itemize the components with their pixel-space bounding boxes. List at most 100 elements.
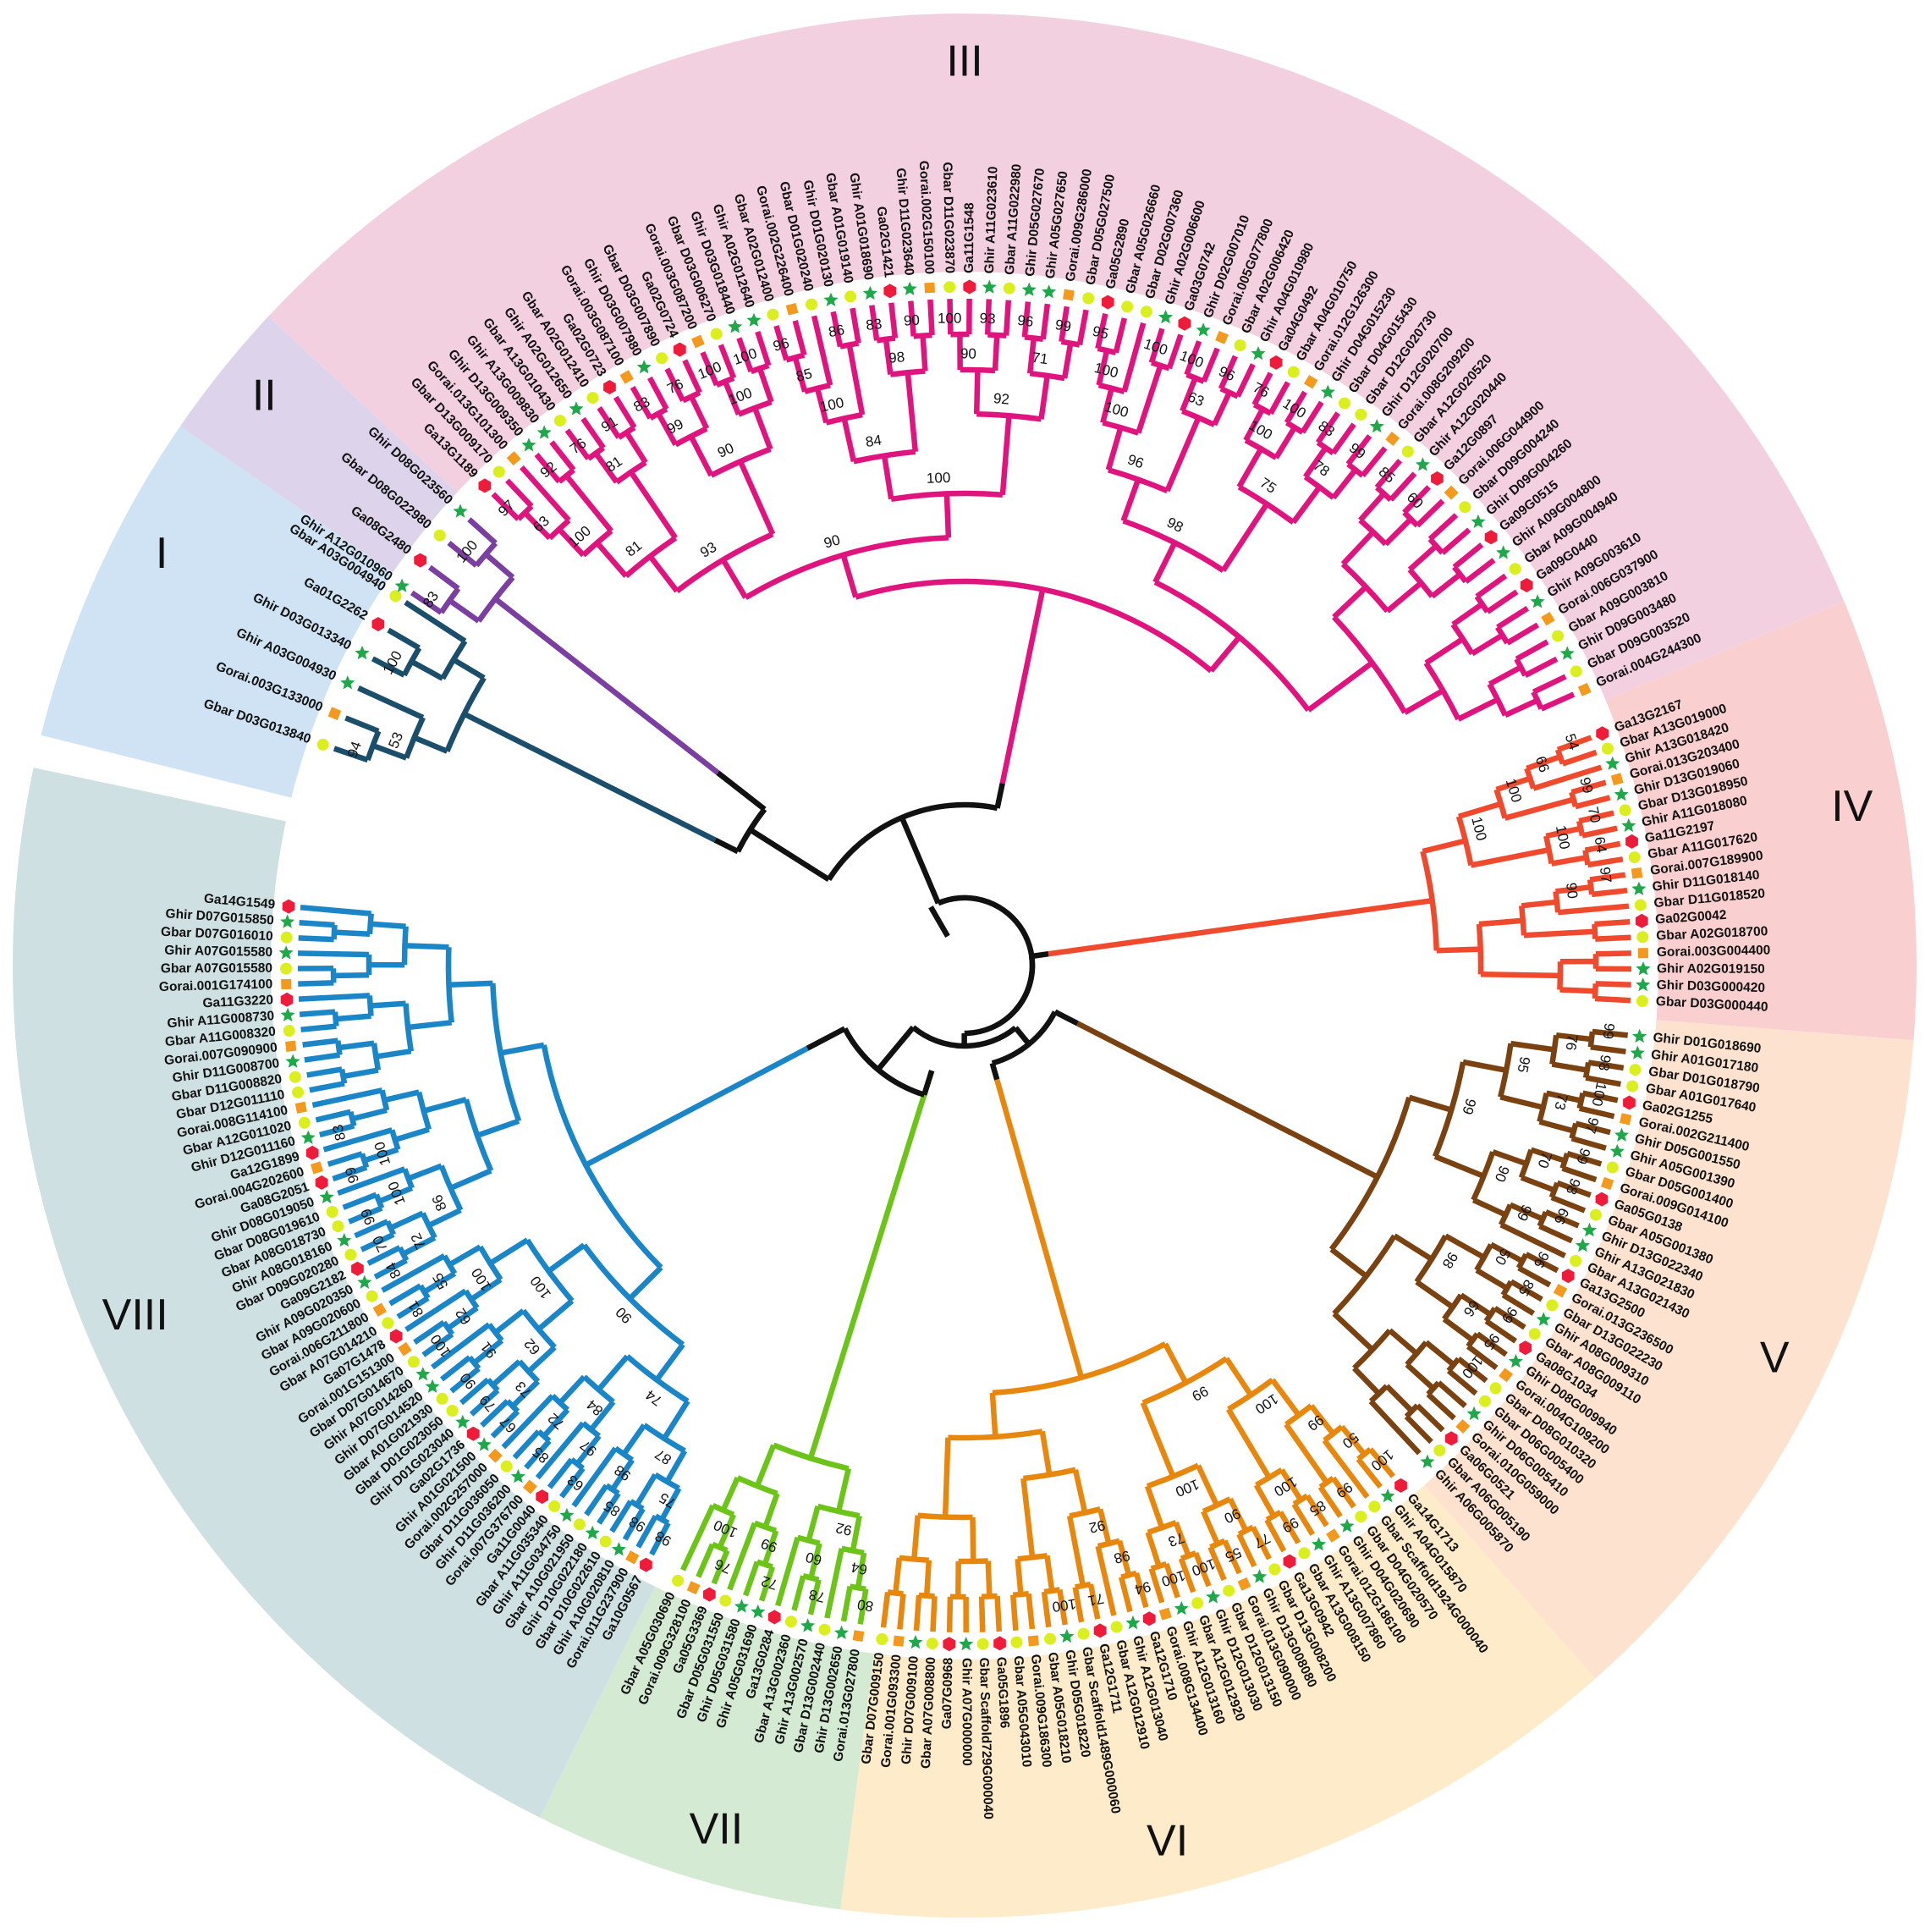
branch-VI	[1305, 1494, 1329, 1527]
bootstrap-value: 78	[807, 1586, 827, 1605]
branch-III	[1290, 485, 1323, 525]
branch-VI	[1291, 1502, 1315, 1536]
branch-I	[410, 658, 444, 681]
branch-VI	[985, 1560, 993, 1597]
branch-arc-V	[1405, 1340, 1428, 1367]
ghir-marker-icon	[1609, 1143, 1625, 1158]
gbar-marker-icon	[446, 1405, 459, 1417]
branch-I	[452, 657, 486, 680]
bootstrap-value: 100	[927, 470, 951, 487]
leaf-label: Ga02G0042	[1655, 908, 1727, 927]
branch-VI	[1264, 1518, 1287, 1553]
branch-VIII	[488, 1237, 530, 1266]
ghir-marker-icon	[1021, 282, 1037, 296]
leaf-label: Ga07G0968	[940, 1657, 956, 1729]
branch-arc-III	[1452, 565, 1468, 584]
branch-III	[1076, 309, 1089, 346]
branch-VIII	[621, 1423, 646, 1456]
branch-VI	[1250, 1526, 1272, 1560]
branch-arc-VI	[1043, 1587, 1060, 1595]
gorai-marker-icon	[691, 334, 705, 349]
ghir-marker-icon	[902, 281, 917, 295]
ghir-marker-icon	[521, 438, 536, 452]
branch-IV	[1545, 825, 1581, 839]
branch-VI	[1009, 1594, 1019, 1631]
gorai-marker-icon	[1215, 330, 1229, 344]
branch-VIII	[510, 1379, 541, 1409]
branch-arc-VI	[958, 1558, 988, 1565]
branch-VIII	[388, 1283, 422, 1307]
branch-VIII	[327, 1151, 363, 1167]
gbar-marker-icon	[292, 1086, 305, 1098]
gbar-marker-icon	[1368, 1500, 1381, 1513]
ghir-marker-icon	[908, 1634, 923, 1649]
branch-arc-III	[1303, 474, 1335, 500]
branch-III	[1415, 498, 1445, 528]
gbar-marker-icon	[1552, 630, 1565, 642]
branch-arc-VI	[917, 1512, 973, 1521]
gbar-marker-icon	[1433, 1444, 1446, 1456]
branch-II	[467, 517, 498, 546]
branch-III	[1403, 688, 1444, 715]
branch-VI	[970, 1516, 976, 1561]
branch-III	[1360, 446, 1388, 478]
branch-V	[1566, 1150, 1603, 1167]
branch-VIII	[354, 1219, 389, 1239]
branch-VIII	[635, 1514, 658, 1549]
branch-I	[413, 735, 448, 754]
branch-V	[1476, 1331, 1508, 1357]
ga-marker-icon	[1595, 1192, 1609, 1207]
branch-III	[1096, 350, 1110, 386]
tree-branches	[297, 298, 1632, 1633]
branch-VIII	[493, 1308, 525, 1335]
bootstrap-value: 94	[1133, 1578, 1152, 1598]
branch-III	[888, 302, 899, 339]
branch-III	[549, 440, 576, 472]
branch-IV	[1570, 779, 1607, 795]
branch-IV	[1594, 995, 1631, 1004]
branch-III	[1268, 381, 1290, 416]
branch-III	[1040, 303, 1051, 340]
branch-VII	[806, 1505, 821, 1542]
ghir-marker-icon	[734, 1599, 749, 1613]
gbar-marker-icon	[599, 1535, 612, 1548]
ghir-marker-icon	[1508, 1353, 1523, 1368]
gorai-marker-icon	[294, 1101, 307, 1114]
ghir-marker-icon	[476, 1437, 492, 1451]
branch-VIII	[480, 1399, 510, 1428]
ga-marker-icon	[1269, 355, 1283, 370]
branch-III	[881, 454, 894, 500]
gbar-marker-icon	[1570, 665, 1582, 678]
gorai-marker-icon	[398, 1341, 412, 1357]
ghir-marker-icon	[536, 425, 552, 439]
branch-III	[1540, 691, 1576, 712]
stem-I	[463, 711, 717, 843]
ghir-marker-icon	[455, 1414, 470, 1428]
gorai-marker-icon	[1385, 432, 1400, 446]
branch-III	[1113, 317, 1127, 354]
branch-VIII	[309, 1081, 345, 1093]
bootstrap-value: 99	[1600, 1022, 1618, 1040]
branch-IV	[1589, 872, 1626, 883]
leaf-label: Ghir D03G000420	[1656, 978, 1765, 996]
gorai-marker-icon	[1499, 1368, 1514, 1383]
ghir-marker-icon	[1125, 1615, 1141, 1630]
branch-IV	[1551, 855, 1587, 867]
gbar-marker-icon	[280, 931, 293, 944]
ghir-marker-icon	[453, 504, 468, 518]
branch-arc-III	[1346, 461, 1365, 478]
branch-V	[1525, 1252, 1559, 1274]
branch-III	[1059, 305, 1070, 343]
group-label-V: V	[1760, 1334, 1790, 1383]
ghir-marker-icon	[1252, 1569, 1268, 1583]
branch-III	[1440, 527, 1471, 555]
branch-VI	[1193, 1552, 1212, 1588]
ga-marker-icon	[1394, 1478, 1407, 1493]
bootstrap-value: 100	[938, 311, 962, 327]
branch-IV	[1575, 795, 1611, 810]
branch-VIII	[610, 1458, 635, 1491]
ghir-marker-icon	[1631, 881, 1647, 895]
branch-VIII	[338, 1040, 375, 1051]
branch-VI	[942, 1437, 951, 1517]
branch-II	[427, 564, 460, 592]
